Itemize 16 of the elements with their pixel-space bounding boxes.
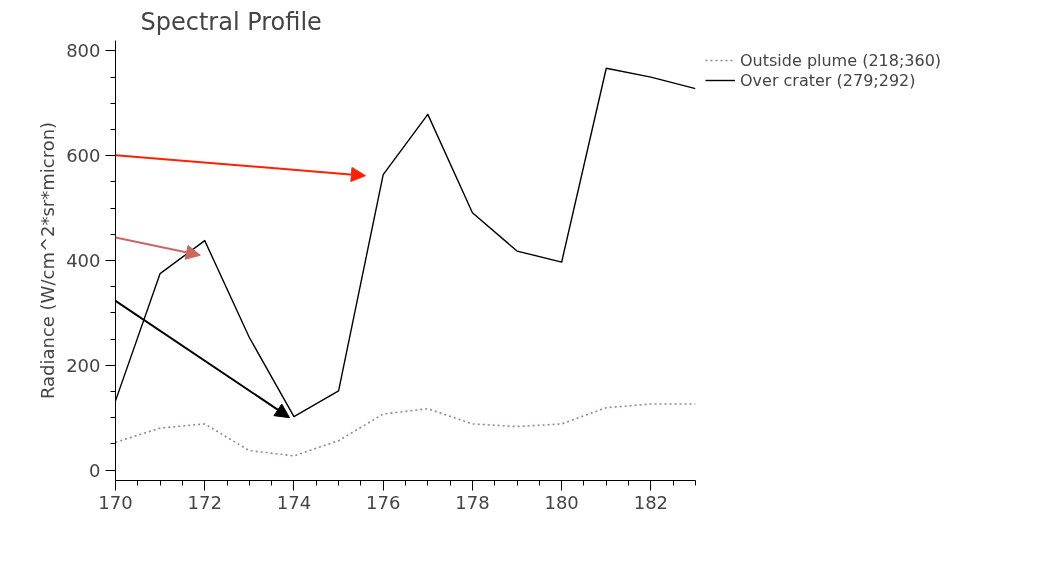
chart-title: Spectral Profile bbox=[140, 7, 322, 36]
y-axis-title: Radiance (W/cm^2*sr*micron) bbox=[37, 121, 59, 400]
legend-label: Outside plume (218;360) bbox=[740, 50, 942, 70]
x-tick-label: 174 bbox=[276, 491, 312, 513]
legend-label: Over crater (279;292) bbox=[740, 70, 916, 90]
x-tick-label: 180 bbox=[544, 491, 579, 513]
y-tick-label: 200 bbox=[66, 354, 101, 376]
y-tick-label: 0 bbox=[89, 459, 101, 481]
x-tick-label: 170 bbox=[98, 491, 133, 513]
x-tick-label: 182 bbox=[633, 491, 669, 513]
x-tick-label: 176 bbox=[366, 491, 401, 513]
y-tick-label: 800 bbox=[66, 40, 101, 62]
x-tick-label: 178 bbox=[455, 491, 490, 513]
x-tick-label: 172 bbox=[187, 491, 222, 513]
y-tick-label: 600 bbox=[66, 145, 101, 167]
y-tick-label: 400 bbox=[66, 250, 101, 271]
